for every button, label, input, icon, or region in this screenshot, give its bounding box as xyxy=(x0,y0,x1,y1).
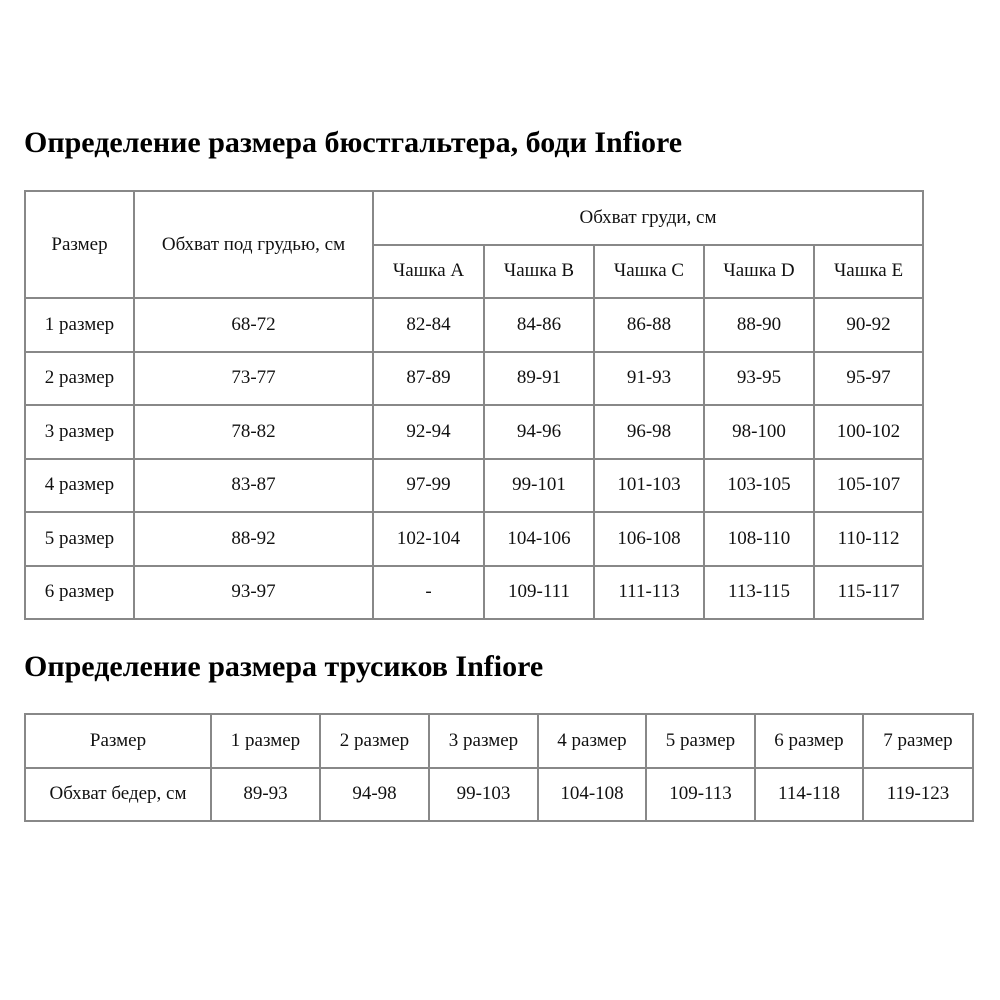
bra-size-table: Размер Обхват под грудью, см Обхват груд… xyxy=(24,190,925,620)
bust-cell: 91-93 xyxy=(593,350,705,406)
header-size: Размер xyxy=(24,190,135,299)
underbust-cell: 78-82 xyxy=(133,404,374,460)
size-cell: 3 размер xyxy=(428,713,539,769)
header-cup: Чашка E xyxy=(812,243,925,299)
bust-cell: 113-115 xyxy=(703,564,815,620)
bust-cell: 102-104 xyxy=(372,511,485,567)
table-row: 3 размер 78-82 92-94 94-96 96-98 98-100 100-10… xyxy=(24,404,925,460)
hip-cell: 114-118 xyxy=(754,766,864,822)
size-cell: 6 размер xyxy=(24,564,135,620)
size-cell: 3 размер xyxy=(24,404,135,460)
hip-cell: 104-108 xyxy=(537,766,647,822)
panties-size-table: Размер 1 размер 2 размер 3 размер 4 размер 5… xyxy=(24,713,974,822)
bust-cell: 95-97 xyxy=(812,350,925,406)
header-bust: Обхват груди, см xyxy=(371,190,925,246)
table-row: 2 размер 73-77 87-89 89-91 91-93 93-95 95-97 xyxy=(24,350,925,406)
table-row: 6 размер 93-97-109-111 111-113 113-115 115-1… xyxy=(24,564,925,620)
size-cell: 4 размер xyxy=(537,713,647,769)
table-row: 1 размер 68-72 82-84 84-86 86-88 88-90 90-92 xyxy=(24,297,925,353)
size-row: Размер 1 размер 2 размер 3 размер 4 размер 5… xyxy=(24,713,974,769)
bust-cell: 97-99 xyxy=(372,457,485,513)
bust-cell: 105-107 xyxy=(812,457,925,513)
bust-cell: 106-108 xyxy=(593,511,705,567)
size-cell: 2 размер xyxy=(319,713,430,769)
size-cell: 5 размер xyxy=(24,511,135,567)
bust-cell: 94-96 xyxy=(483,404,595,460)
bust-cell: 86-88 xyxy=(593,297,705,353)
header-cup: Чашка B xyxy=(483,243,595,299)
bra-size-title: Определение размера бюстгальтера, боди I… xyxy=(24,126,683,159)
size-cell: 1 размер xyxy=(210,713,321,769)
cup-header-row: Чашка A Чашка B Чашка C Чашка D Чашка E xyxy=(25,243,925,299)
bust-cell: 115-117 xyxy=(812,564,925,620)
bust-cell: 100-102 xyxy=(812,404,925,460)
bust-cell: 89-91 xyxy=(483,350,595,406)
bust-cell: 108-110 xyxy=(703,511,815,567)
hip-row: Обхват бедер, см 89-93 94-98 99-103 104-108… xyxy=(24,766,974,822)
hip-cell: 89-93 xyxy=(210,766,321,822)
hip-cell: 109-113 xyxy=(645,766,756,822)
bust-cell: 99-101 xyxy=(483,457,595,513)
table-row: 4 размер 83-87 97-99 99-101 101-103 103-105 10… xyxy=(24,457,925,513)
size-cell: 4 размер xyxy=(24,457,135,513)
underbust-cell: 83-87 xyxy=(133,457,374,513)
bust-cell: - xyxy=(372,564,485,620)
size-cell: 5 размер xyxy=(645,713,756,769)
bust-cell: 111-113 xyxy=(593,564,705,620)
bust-cell: 87-89 xyxy=(372,350,485,406)
underbust-cell: 73-77 xyxy=(133,350,374,406)
hip-label: Обхват бедер, см xyxy=(24,766,212,822)
bust-cell: 92-94 xyxy=(372,404,485,460)
bust-cell: 93-95 xyxy=(703,350,815,406)
bust-cell: 110-112 xyxy=(812,511,925,567)
header-cup: Чашка A xyxy=(372,243,485,299)
underbust-cell: 88-92 xyxy=(133,511,374,567)
bust-cell: 90-92 xyxy=(812,297,925,353)
bust-cell: 88-90 xyxy=(703,297,815,353)
bust-cell: 98-100 xyxy=(703,404,815,460)
bust-cell: 82-84 xyxy=(372,297,485,353)
size-cell: 6 размер xyxy=(754,713,864,769)
underbust-cell: 68-72 xyxy=(133,297,374,353)
size-cell: 7 размер xyxy=(862,713,974,769)
underbust-cell: 93-97 xyxy=(133,564,374,620)
bust-cell: 84-86 xyxy=(483,297,595,353)
hip-cell: 94-98 xyxy=(319,766,430,822)
bust-cell: 101-103 xyxy=(593,457,705,513)
header-cup: Чашка C xyxy=(593,243,705,299)
bust-cell: 103-105 xyxy=(703,457,815,513)
panties-size-title: Определение размера трусиков Infiore xyxy=(24,650,544,683)
table-row: 5 размер 88-92 102-104 104-106 106-108 108-11… xyxy=(24,511,925,567)
bust-cell: 109-111 xyxy=(483,564,595,620)
size-cell: 1 размер xyxy=(24,297,135,353)
bust-cell: 104-106 xyxy=(483,511,595,567)
header-cup: Чашка D xyxy=(703,243,815,299)
hip-cell: 119-123 xyxy=(862,766,974,822)
size-label: Размер xyxy=(24,713,212,769)
hip-cell: 99-103 xyxy=(428,766,539,822)
header-row: Размер Обхват под грудью, см Обхват груд… xyxy=(24,190,925,299)
bust-cell: 96-98 xyxy=(593,404,705,460)
header-underbust: Обхват под грудью, см xyxy=(133,190,374,299)
size-cell: 2 размер xyxy=(24,350,135,406)
